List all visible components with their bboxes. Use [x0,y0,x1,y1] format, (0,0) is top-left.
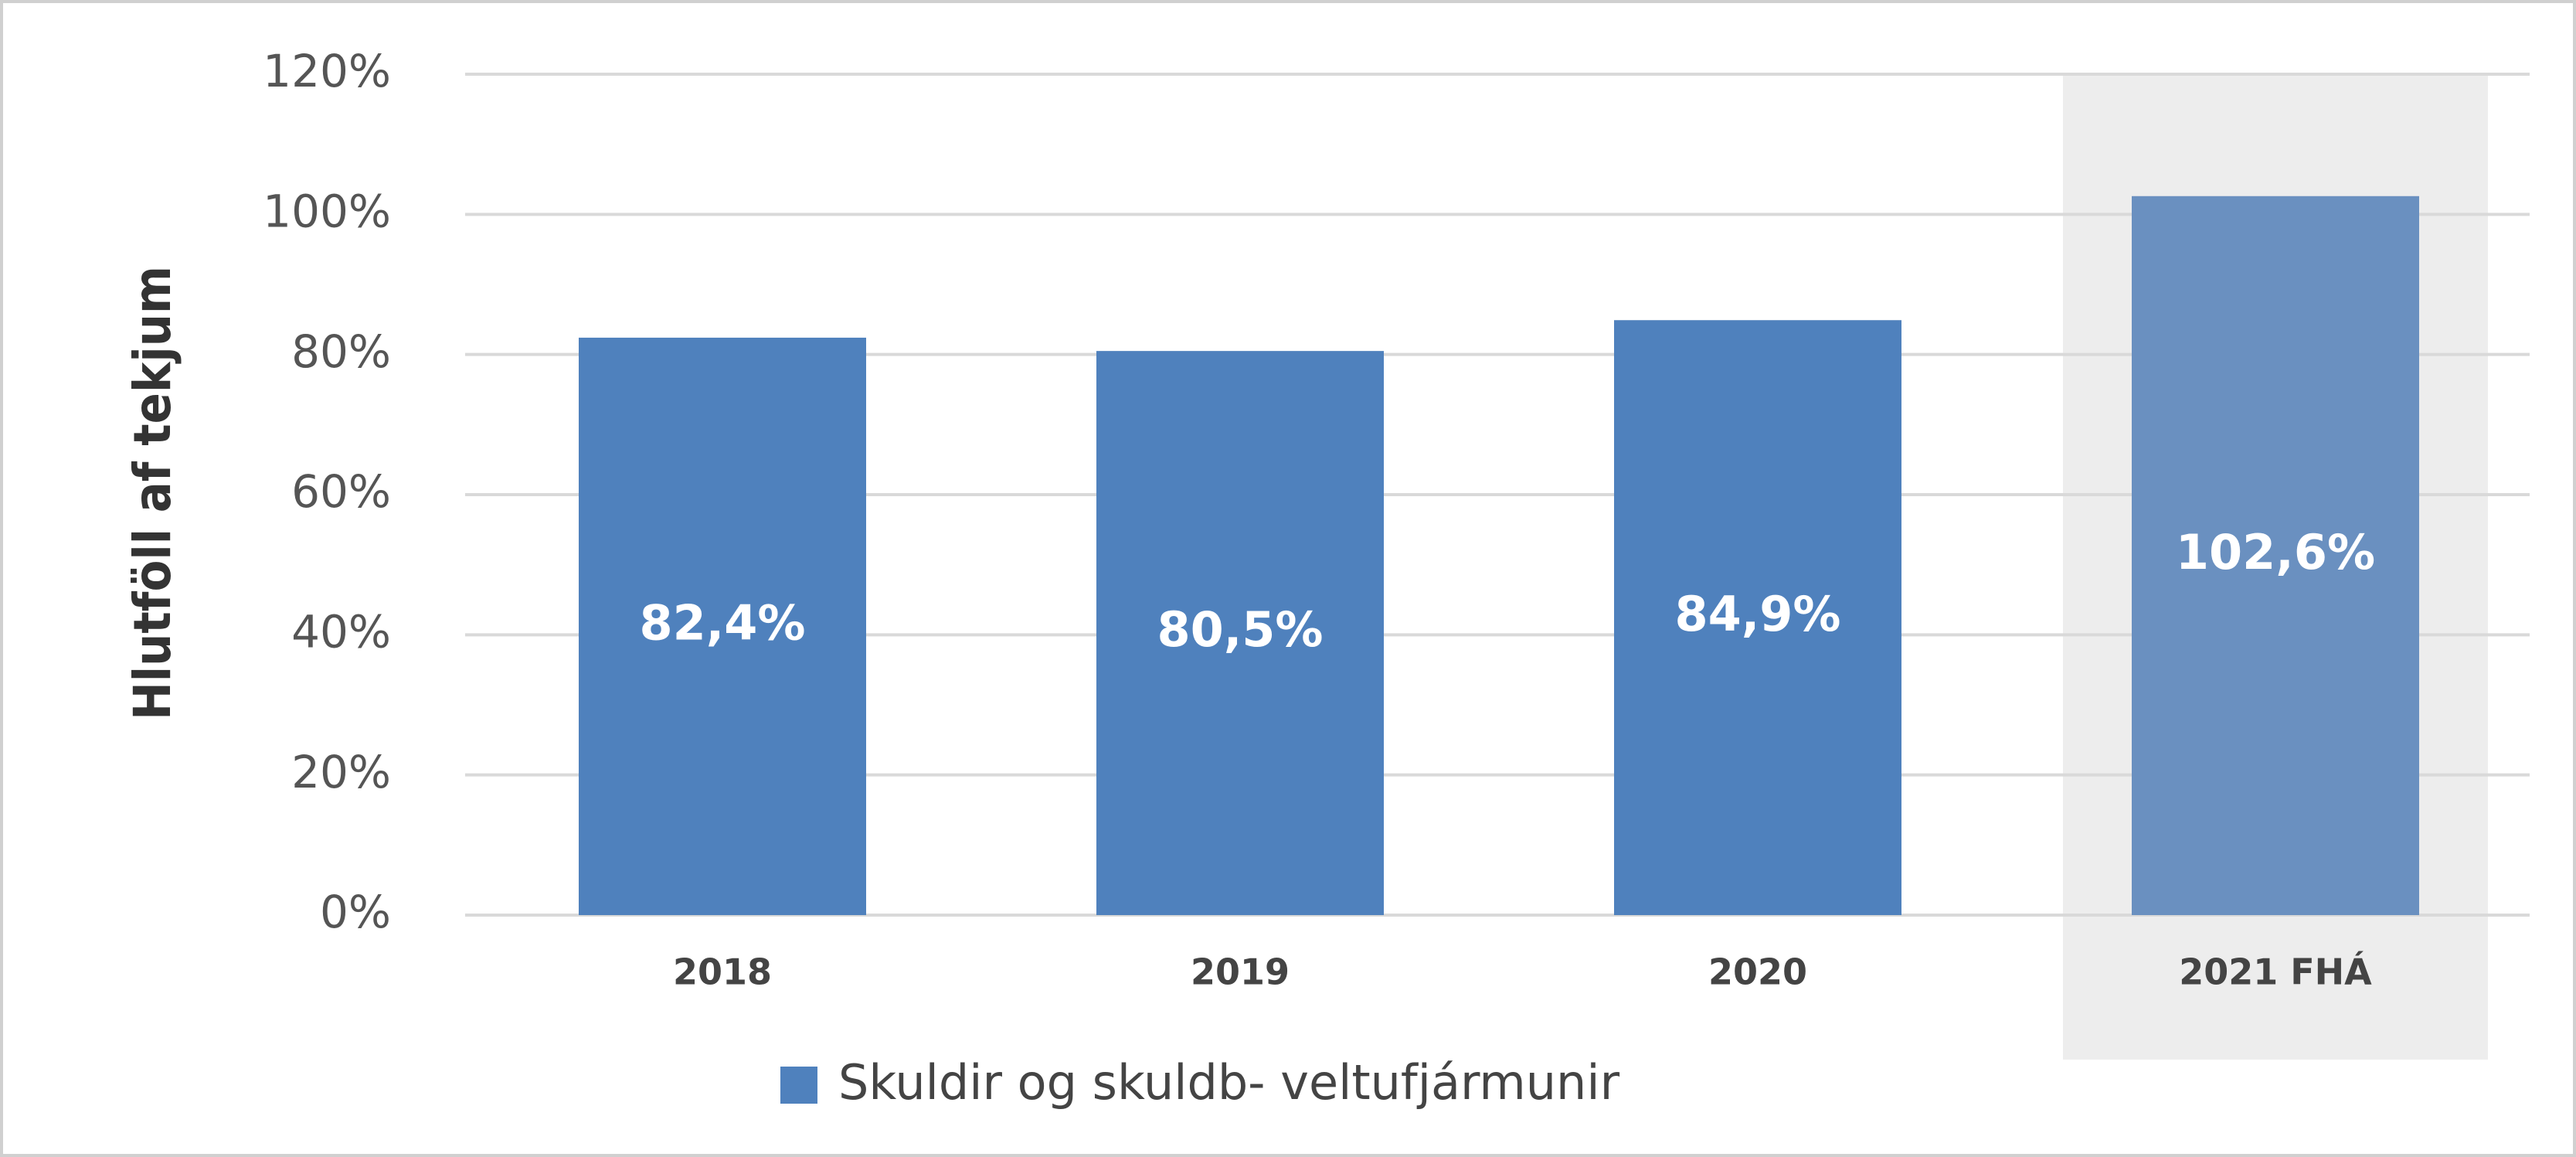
y-tick-label: 120% [263,45,391,97]
y-tick-label: 40% [291,605,391,658]
bar [1614,320,1901,915]
bar [2132,196,2419,915]
y-tick-label: 80% [291,325,391,378]
bar [1096,351,1384,916]
y-tick-label: 20% [291,746,391,798]
x-tick-label: 2021 FHÁ [2179,951,2372,993]
data-label: 102,6% [2176,524,2375,580]
bar [579,337,866,915]
data-label: 80,5% [1157,601,1323,658]
x-tick-label: 2018 [673,951,772,993]
data-label: 84,9% [1674,586,1840,642]
legend-label: Skuldir og skuldb- veltufjármunir [838,1054,1620,1111]
x-tick-label: 2019 [1191,951,1290,993]
y-tick-label: 60% [291,465,391,518]
x-tick-label: 2020 [1708,951,1807,993]
y-tick-label: 0% [320,886,391,938]
data-label: 82,4% [639,595,805,652]
y-axis-label: Hlutföll af tekjum [123,266,182,720]
y-tick-label: 100% [263,185,391,237]
legend-swatch [780,1067,817,1104]
